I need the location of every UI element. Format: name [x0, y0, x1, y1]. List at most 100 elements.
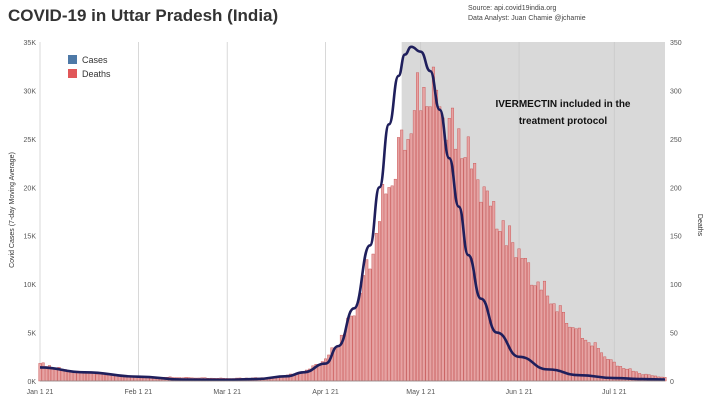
deaths-bar: [520, 258, 524, 382]
deaths-bar: [479, 201, 483, 382]
x-tick-label: Jun 1 21: [506, 389, 533, 396]
deaths-bar: [425, 106, 429, 382]
deaths-bar: [422, 87, 426, 382]
deaths-bar: [438, 106, 442, 382]
deaths-bar: [333, 347, 337, 382]
deaths-bar: [86, 372, 90, 382]
deaths-bar: [377, 221, 381, 382]
deaths-bar: [105, 374, 109, 382]
deaths-bar: [530, 284, 534, 382]
x-axis-ticks: Jan 1 21 Feb 1 21 Mar 1 21 Apr 1 21 May 1 21…: [27, 389, 627, 396]
deaths-bar: [444, 139, 448, 382]
deaths-bar: [365, 259, 369, 382]
y-left-tick-label: 0K: [27, 379, 36, 386]
deaths-bar: [368, 268, 372, 382]
y-left-tick-label: 5K: [27, 331, 36, 338]
deaths-bar: [349, 315, 353, 382]
deaths-bar: [362, 275, 366, 382]
y-left-tick-label: 20K: [24, 185, 37, 192]
y-left-tick-label: 35K: [24, 40, 37, 47]
y-right-tick-label: 150: [670, 234, 682, 241]
deaths-bar: [485, 190, 489, 382]
x-tick-label: Jul 1 21: [602, 389, 627, 396]
legend-label-cases: Cases: [82, 55, 108, 65]
deaths-bar: [371, 253, 375, 382]
deaths-bar: [463, 157, 467, 382]
y-right-axis-title: Deaths: [696, 214, 703, 237]
deaths-bar: [51, 367, 55, 382]
deaths-bar: [482, 186, 486, 382]
deaths-bar: [298, 372, 302, 382]
deaths-bar: [504, 245, 508, 382]
deaths-bar: [70, 371, 74, 382]
deaths-bar: [38, 363, 42, 382]
x-tick-label: Feb 1 21: [125, 389, 153, 396]
deaths-bar: [450, 107, 454, 382]
deaths-bar: [95, 373, 99, 382]
deaths-bar: [511, 242, 515, 382]
deaths-bar: [476, 179, 480, 382]
annotation-line-1: IVERMECTIN included in the: [495, 99, 630, 110]
deaths-bar: [514, 257, 518, 382]
deaths-bar: [384, 193, 388, 382]
deaths-bar: [489, 205, 492, 382]
deaths-bar: [374, 233, 378, 382]
deaths-bar: [523, 258, 527, 382]
y-left-tick-label: 25K: [24, 137, 37, 144]
deaths-bar: [457, 128, 461, 382]
deaths-bar: [419, 110, 423, 382]
source-line: Source: api.covid19india.org: [468, 5, 557, 12]
y-right-tick-label: 200: [670, 185, 682, 192]
deaths-bar: [403, 149, 407, 382]
deaths-bar: [352, 315, 356, 382]
deaths-bar: [92, 372, 96, 382]
deaths-bars: [38, 66, 667, 382]
legend-swatch-deaths: [68, 69, 77, 78]
y-left-tick-label: 15K: [24, 234, 37, 241]
y-right-tick-label: 50: [670, 331, 678, 338]
deaths-bar: [542, 280, 546, 382]
deaths-bar: [431, 66, 435, 382]
y-left-axis-title: Covid Cases (7-day Moving Average): [9, 152, 16, 268]
deaths-bar: [317, 364, 321, 382]
deaths-bar: [41, 362, 45, 382]
deaths-bar: [336, 344, 340, 382]
deaths-bar: [441, 117, 445, 382]
x-tick-label: Apr 1 21: [312, 389, 339, 396]
legend-label-deaths: Deaths: [82, 69, 111, 79]
deaths-bar: [466, 136, 470, 382]
deaths-bar: [460, 158, 464, 382]
x-tick-label: Jan 1 21: [27, 389, 54, 396]
deaths-bar: [527, 262, 531, 382]
x-tick-label: Mar 1 21: [213, 389, 241, 396]
deaths-bar: [98, 373, 102, 382]
legend-swatch-cases: [68, 55, 77, 64]
y-left-ticks: 0K 5K 10K 15K 20K 25K 30K 35K: [24, 40, 37, 386]
deaths-bar: [412, 110, 416, 382]
deaths-bar: [54, 368, 58, 382]
deaths-bar: [397, 137, 400, 382]
deaths-bar: [301, 372, 305, 382]
deaths-bar: [406, 139, 410, 382]
deaths-bar: [358, 292, 362, 382]
deaths-bar: [508, 225, 512, 382]
analyst-line: Data Analyst: Juan Chamie @jchamie: [468, 15, 586, 22]
y-right-tick-label: 350: [670, 40, 682, 47]
legend: Cases Deaths: [68, 55, 111, 79]
deaths-bar: [435, 89, 439, 382]
deaths-bar: [492, 201, 496, 382]
annotation-line-2: treatment protocol: [519, 116, 608, 127]
deaths-bar: [416, 72, 420, 382]
y-right-ticks: 0 50 100 150 200 250 300 350: [670, 40, 682, 386]
deaths-bar: [387, 187, 391, 382]
deaths-bar: [393, 178, 397, 382]
deaths-bar: [101, 374, 105, 382]
deaths-bar: [495, 228, 499, 382]
deaths-bar: [381, 183, 385, 382]
y-right-tick-label: 100: [670, 282, 682, 289]
y-right-tick-label: 300: [670, 88, 682, 95]
y-left-tick-label: 30K: [24, 88, 37, 95]
deaths-bar: [409, 133, 413, 382]
source-block: Source: api.covid19india.org Data Analys…: [468, 4, 586, 24]
